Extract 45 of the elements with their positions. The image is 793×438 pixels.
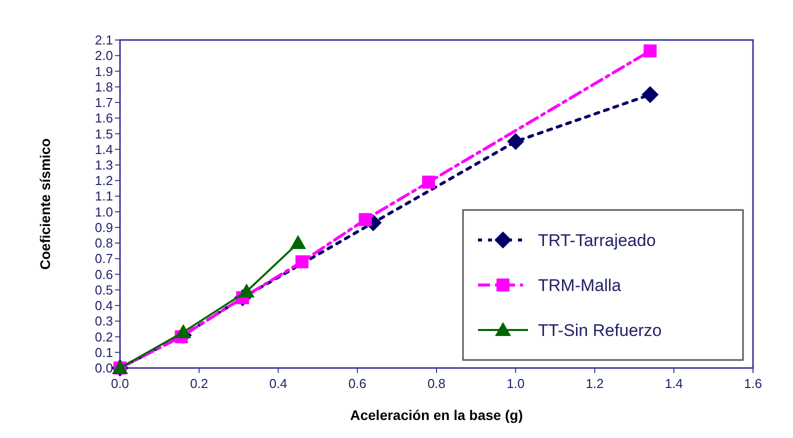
y-tick-label: 1.0 [94, 204, 113, 220]
point [507, 133, 524, 150]
y-tick-label: 0.4 [94, 298, 113, 314]
y-tick-label: 0.6 [94, 266, 113, 282]
x-tick-label: 1.4 [664, 376, 683, 391]
x-tick-label: 1.6 [744, 376, 762, 391]
x-tick-label: 0.2 [190, 376, 208, 391]
x-tick-label: 0.6 [348, 376, 366, 391]
y-tick-label: 1.6 [94, 110, 113, 126]
y-tick-label: 0.1 [94, 344, 113, 360]
y-tick-label: 1.1 [94, 188, 113, 204]
legend-label: TT-Sin Refuerzo [538, 320, 662, 340]
point [642, 86, 659, 104]
y-tick-label: 1.3 [94, 158, 113, 172]
y-tick-label: 2.0 [94, 48, 113, 64]
x-tick-label: 0.0 [110, 376, 130, 391]
y-tick-label: 0.8 [94, 236, 113, 251]
y-tick-label: 0.3 [94, 314, 113, 329]
y-tick-label: 2.1 [94, 32, 113, 48]
x-tick-label: 1.0 [506, 376, 525, 391]
point [644, 44, 657, 58]
point [422, 176, 436, 189]
legend-label: TRM-Malla [538, 276, 622, 295]
y-tick-label: 0.9 [94, 220, 113, 235]
y-tick-label: 1.9 [94, 64, 113, 79]
y-tick-label: 0.7 [94, 251, 113, 266]
x-tick-label: 1.2 [586, 376, 604, 391]
y-tick-label: 1.8 [94, 79, 113, 94]
y-tick-label: 1.4 [94, 142, 113, 157]
x-axis-title: Aceleración en la base (g) [350, 407, 523, 423]
point [175, 324, 192, 338]
point [358, 213, 372, 226]
y-axis-title: Coeficiente sísmico [37, 138, 53, 270]
x-tick-label: 0.8 [427, 376, 446, 391]
y-tick-label: 0.0 [94, 360, 113, 376]
y-tick-label: 1.7 [94, 95, 113, 110]
point [295, 255, 308, 268]
y-tick-label: 1.2 [94, 173, 113, 188]
point [238, 283, 255, 298]
y-tick-label: 0.2 [94, 329, 113, 344]
y-tick-label: 1.5 [94, 126, 113, 142]
legend-label: TRT-Tarrajeado [538, 230, 656, 250]
x-tick-label: 0.4 [269, 376, 288, 391]
point [290, 235, 306, 250]
y-tick-label: 0.5 [94, 282, 113, 298]
